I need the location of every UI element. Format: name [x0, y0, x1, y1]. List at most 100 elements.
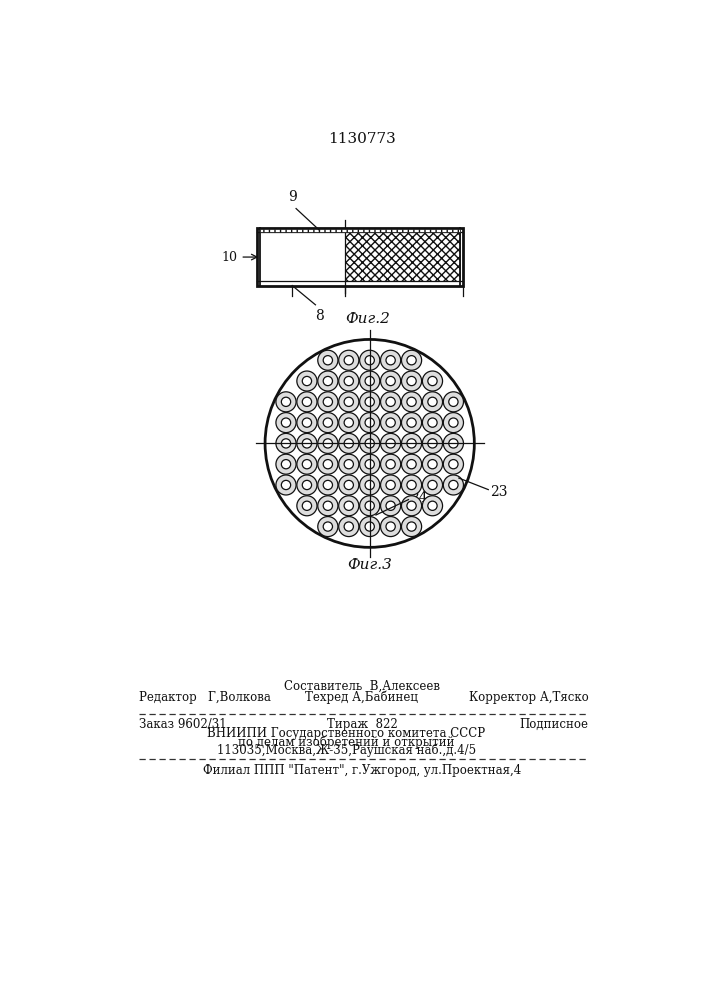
Circle shape: [323, 460, 332, 469]
Text: Составитель  В,Алексеев: Составитель В,Алексеев: [284, 680, 440, 693]
Circle shape: [344, 418, 354, 427]
Circle shape: [297, 475, 317, 495]
Circle shape: [402, 517, 421, 537]
Circle shape: [281, 460, 291, 469]
Circle shape: [407, 376, 416, 386]
Text: Филиал ППП "Патент", г.Ужгород, ул.Проектная,4: Филиал ППП "Патент", г.Ужгород, ул.Проек…: [203, 764, 521, 777]
Circle shape: [339, 371, 359, 391]
Circle shape: [344, 397, 354, 406]
Circle shape: [303, 439, 312, 448]
Circle shape: [360, 475, 380, 495]
Circle shape: [422, 475, 443, 495]
Circle shape: [443, 392, 464, 412]
Circle shape: [323, 376, 332, 386]
Circle shape: [297, 371, 317, 391]
Circle shape: [386, 501, 395, 510]
Text: по делам изобретений и открытий: по делам изобретений и открытий: [238, 735, 455, 749]
Circle shape: [317, 433, 338, 453]
Circle shape: [281, 418, 291, 427]
Circle shape: [276, 413, 296, 433]
Circle shape: [323, 480, 332, 490]
Circle shape: [297, 433, 317, 453]
Circle shape: [422, 454, 443, 474]
Text: 113035,Москва,Ж-35,Раушская наб.,д.4/5: 113035,Москва,Ж-35,Раушская наб.,д.4/5: [217, 744, 476, 757]
Text: Подписное: Подписное: [519, 718, 588, 731]
Circle shape: [449, 418, 458, 427]
Circle shape: [339, 454, 359, 474]
Circle shape: [380, 475, 401, 495]
Text: Техред А,Бабинец: Техред А,Бабинец: [305, 690, 419, 704]
Circle shape: [380, 517, 401, 537]
Circle shape: [402, 433, 421, 453]
Text: 23: 23: [490, 485, 508, 499]
Polygon shape: [260, 229, 460, 232]
Text: ВНИИПИ Государственного комитета СССР: ВНИИПИ Государственного комитета СССР: [207, 727, 486, 740]
Circle shape: [386, 418, 395, 427]
Circle shape: [323, 397, 332, 406]
Circle shape: [344, 376, 354, 386]
Circle shape: [303, 460, 312, 469]
Circle shape: [428, 480, 437, 490]
Circle shape: [380, 454, 401, 474]
Text: 24: 24: [410, 491, 428, 505]
Circle shape: [386, 522, 395, 531]
Circle shape: [344, 460, 354, 469]
Circle shape: [276, 475, 296, 495]
Circle shape: [297, 454, 317, 474]
Circle shape: [443, 475, 464, 495]
Circle shape: [449, 480, 458, 490]
Circle shape: [365, 397, 374, 406]
Circle shape: [265, 339, 474, 547]
Circle shape: [449, 439, 458, 448]
Polygon shape: [261, 232, 345, 281]
Circle shape: [339, 475, 359, 495]
Circle shape: [380, 433, 401, 453]
Circle shape: [317, 517, 338, 537]
Circle shape: [344, 356, 354, 365]
Circle shape: [360, 392, 380, 412]
Circle shape: [407, 480, 416, 490]
Circle shape: [323, 522, 332, 531]
Circle shape: [317, 496, 338, 516]
Circle shape: [339, 350, 359, 370]
Circle shape: [365, 460, 374, 469]
Circle shape: [365, 356, 374, 365]
Circle shape: [386, 460, 395, 469]
Circle shape: [323, 501, 332, 510]
Text: Фиг.2: Фиг.2: [345, 312, 390, 326]
Circle shape: [428, 397, 437, 406]
Circle shape: [386, 356, 395, 365]
Circle shape: [386, 376, 395, 386]
Circle shape: [297, 496, 317, 516]
Text: Заказ 9602/31: Заказ 9602/31: [139, 718, 226, 731]
Circle shape: [317, 454, 338, 474]
Circle shape: [323, 439, 332, 448]
Circle shape: [380, 413, 401, 433]
Circle shape: [402, 496, 421, 516]
Circle shape: [344, 522, 354, 531]
Circle shape: [360, 413, 380, 433]
Circle shape: [428, 418, 437, 427]
Circle shape: [317, 350, 338, 370]
Text: Редактор   Г,Волкова: Редактор Г,Волкова: [139, 691, 271, 704]
Circle shape: [449, 460, 458, 469]
Circle shape: [360, 454, 380, 474]
Circle shape: [402, 371, 421, 391]
Circle shape: [339, 433, 359, 453]
Circle shape: [407, 439, 416, 448]
Circle shape: [449, 397, 458, 406]
Text: 8: 8: [315, 309, 324, 323]
Circle shape: [380, 496, 401, 516]
Circle shape: [422, 413, 443, 433]
Circle shape: [303, 480, 312, 490]
Circle shape: [360, 433, 380, 453]
Circle shape: [422, 371, 443, 391]
Circle shape: [443, 413, 464, 433]
Circle shape: [443, 433, 464, 453]
Circle shape: [323, 356, 332, 365]
Circle shape: [428, 439, 437, 448]
Circle shape: [281, 439, 291, 448]
Circle shape: [407, 460, 416, 469]
Text: 10: 10: [221, 251, 237, 264]
Circle shape: [303, 501, 312, 510]
